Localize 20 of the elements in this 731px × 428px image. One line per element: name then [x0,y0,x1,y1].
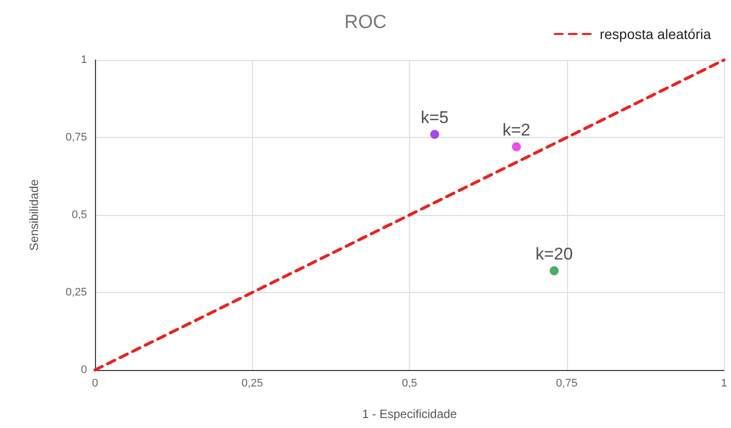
y-axis-title: Sensibilidade [27,178,41,251]
y-tick-label: 1 [80,54,87,66]
y-tick-label: 0 [80,364,87,376]
point [512,142,521,152]
x-tick-label: 0,75 [556,378,578,390]
point [550,266,559,276]
x-tick-label: 0 [92,378,98,390]
series-label: k=5 [420,108,449,127]
x-tick-label: 0,5 [402,378,418,390]
series-label: k=20 [536,244,573,264]
x-tick-label: 1 [720,378,728,390]
series-label: k=2 [502,120,530,140]
point [430,130,440,139]
x-tick-label: 0,25 [242,378,263,390]
x-axis-title: 1 - Especificidade [362,407,458,421]
y-tick-label: 0,5 [72,209,87,221]
legend-label: resposta aleatória [600,26,712,42]
y-tick-label: 0,25 [66,286,87,298]
chart-title: ROC [344,12,387,33]
y-tick-label: 0,75 [66,132,87,144]
